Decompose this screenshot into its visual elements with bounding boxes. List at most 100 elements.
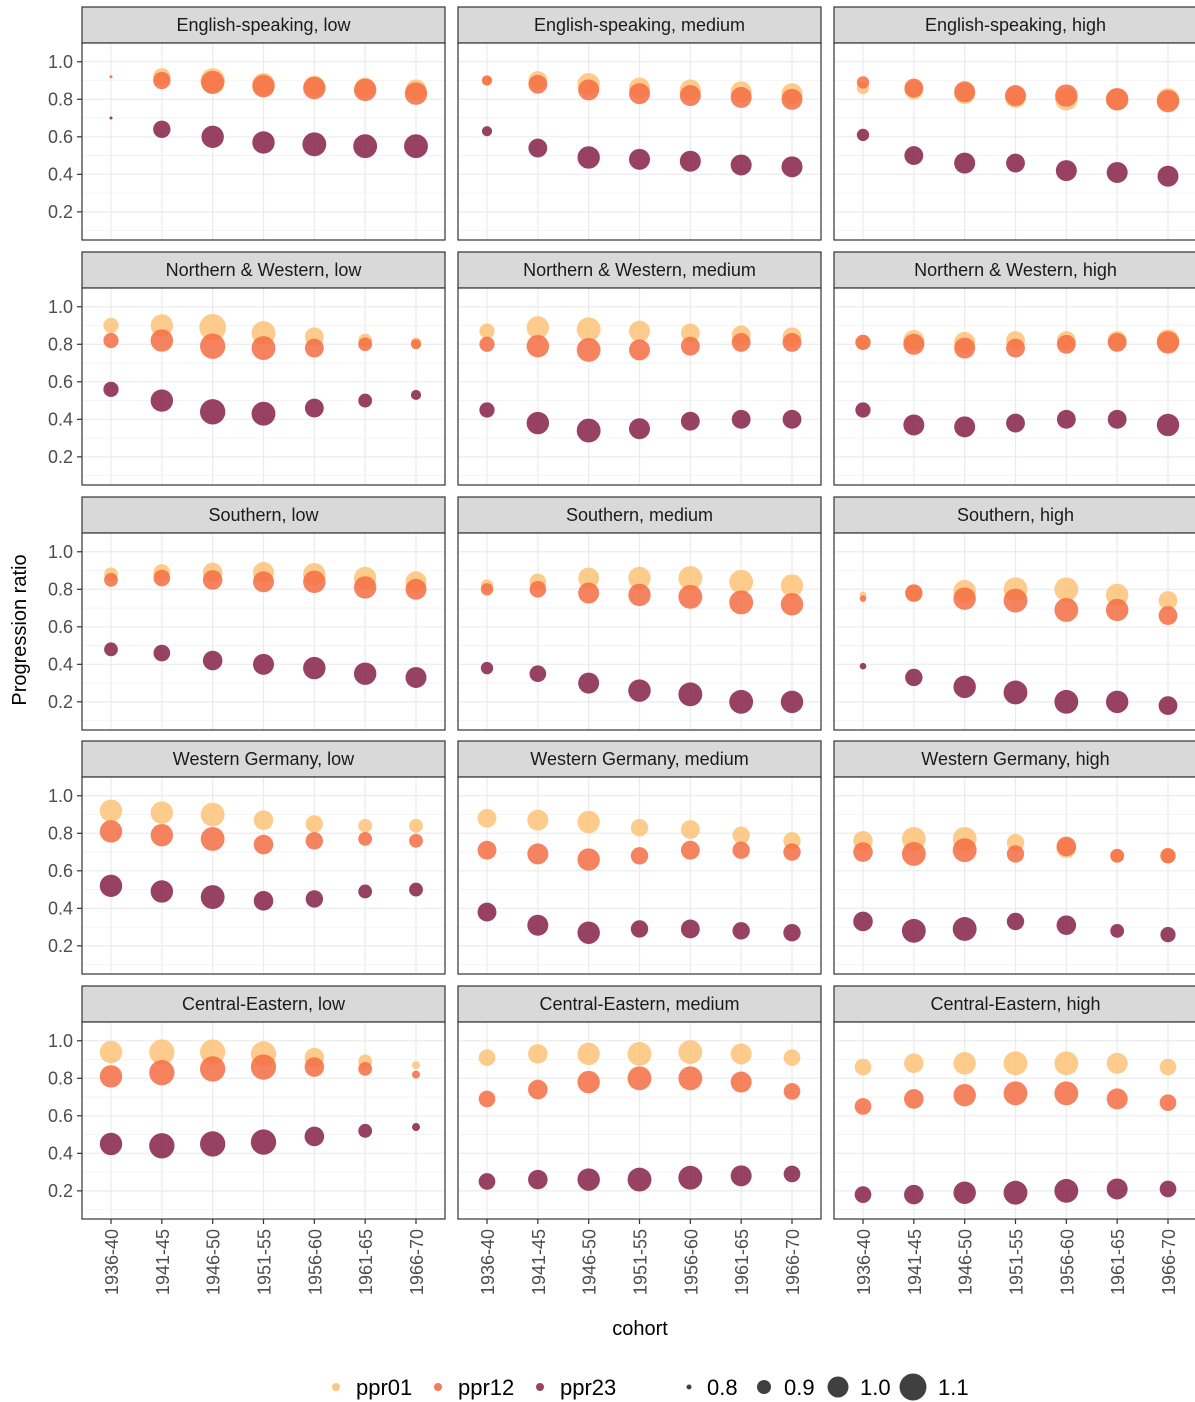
data-point-ppr12 [732,841,750,859]
panel-border [81,532,446,731]
data-point-ppr23 [578,672,600,694]
data-point-ppr12 [729,590,754,615]
facet-panel: English-speaking, medium [457,6,822,241]
x-tick-label: 1951-55 [1007,1229,1027,1295]
data-point-ppr01 [1106,1052,1128,1074]
data-point-ppr12 [99,820,123,843]
data-point-ppr12 [953,587,976,610]
facet-panel: Southern, low [81,496,446,731]
x-tick-label: 1961-65 [1108,1229,1128,1295]
legend-size-label: 1.1 [938,1375,969,1400]
data-point-ppr23 [1106,161,1128,183]
data-point-ppr01 [730,1043,752,1065]
data-point-ppr23 [629,148,650,170]
x-tick-label: 1946-50 [580,1229,600,1295]
data-point-ppr01 [732,826,750,844]
facet-title: Southern, medium [566,505,713,525]
facet-strip [81,985,446,1023]
data-point-ppr12 [1156,331,1180,354]
facet-panel: Southern, medium [457,496,822,731]
data-point-ppr23 [479,402,495,418]
data-point-ppr01 [99,1040,123,1064]
data-point-ppr01 [1003,1051,1028,1076]
y-tick-label: 1.0 [48,1031,73,1051]
facet-strip [457,251,822,289]
data-point-ppr12 [1005,85,1026,107]
data-point-ppr12 [253,571,274,593]
data-point-ppr12 [1106,1088,1128,1110]
facet-strip [833,6,1195,44]
data-point-ppr01 [678,566,703,590]
data-point-ppr12 [730,1071,752,1093]
data-point-ppr12 [780,593,804,616]
data-point-ppr23 [859,662,867,670]
data-point-ppr23 [1054,1178,1079,1203]
data-point-ppr23 [678,1165,703,1190]
data-point-ppr12 [404,82,428,105]
facet-strip [81,740,446,778]
data-point-ppr23 [1054,689,1079,714]
data-point-ppr23 [303,656,326,680]
facet-panel: English-speaking, low [81,6,446,241]
data-point-ppr01 [199,314,227,341]
data-point-ppr12 [952,838,977,863]
x-tick-label: 1961-65 [356,1229,376,1295]
y-tick-label: 0.8 [48,334,73,354]
x-tick-label: 1966-70 [407,1229,427,1295]
data-point-ppr23 [150,389,174,412]
data-point-ppr12 [1003,1081,1028,1106]
data-point-ppr23 [302,132,327,157]
data-point-ppr23 [577,1168,600,1191]
data-point-ppr12 [853,842,873,862]
legend-size-label: 0.8 [707,1375,738,1400]
data-point-ppr23 [409,882,423,897]
x-tick-label: 1936-40 [102,1229,122,1295]
axes-layer: 0.2 0.4 0.6 0.8 1.0 0.2 0.4 0.6 0.8 1.0 0.2 0.4 0.6 0… [48,52,1179,1295]
x-tick-label: 1946-50 [956,1229,976,1295]
x-tick-label: 1951-55 [255,1229,275,1295]
data-point-ppr23 [528,138,548,158]
data-point-ppr01 [358,818,373,833]
data-point-ppr12 [358,337,373,352]
data-point-ppr01 [678,1040,703,1064]
data-point-ppr12 [253,834,274,855]
facet-title: Southern, low [208,505,319,525]
data-point-ppr23 [1003,1180,1028,1205]
data-point-ppr12 [680,840,700,860]
data-point-ppr12 [478,1090,496,1108]
data-point-ppr23 [627,1167,652,1192]
x-tick-label: 1956-60 [305,1229,325,1295]
y-tick-label: 0.4 [48,164,73,184]
data-point-ppr12 [200,826,225,851]
x-tick-label: 1941-45 [529,1229,549,1295]
data-point-ppr23 [477,902,497,922]
data-point-ppr12 [153,71,171,90]
legend-size-key [757,1380,771,1394]
data-point-ppr01 [904,1053,924,1074]
data-point-ppr23 [1105,690,1129,714]
panel-border [81,42,446,241]
facet-title: Western Germany, high [921,749,1109,769]
plot-background [834,777,1195,974]
y-tick-label: 1.0 [48,297,73,317]
data-point-ppr12 [353,576,377,599]
data-point-ppr23 [1157,165,1179,187]
data-point-ppr01 [628,566,651,590]
data-point-ppr23 [856,128,870,142]
data-point-ppr23 [304,398,324,418]
data-point-ppr23 [103,381,119,397]
legend-label: ppr23 [560,1375,616,1400]
y-tick-label: 0.6 [48,861,73,881]
panel-border [81,776,446,975]
data-point-ppr23 [253,653,274,675]
facet-title: Central-Eastern, low [182,994,346,1014]
data-point-ppr12 [1006,338,1025,358]
data-point-ppr01 [478,1049,496,1066]
plot-background [834,43,1195,240]
data-point-ppr23 [904,146,924,165]
panel-border [457,776,822,975]
data-point-ppr23 [630,920,649,938]
panel-border [833,42,1195,241]
data-point-ppr12 [954,337,976,359]
